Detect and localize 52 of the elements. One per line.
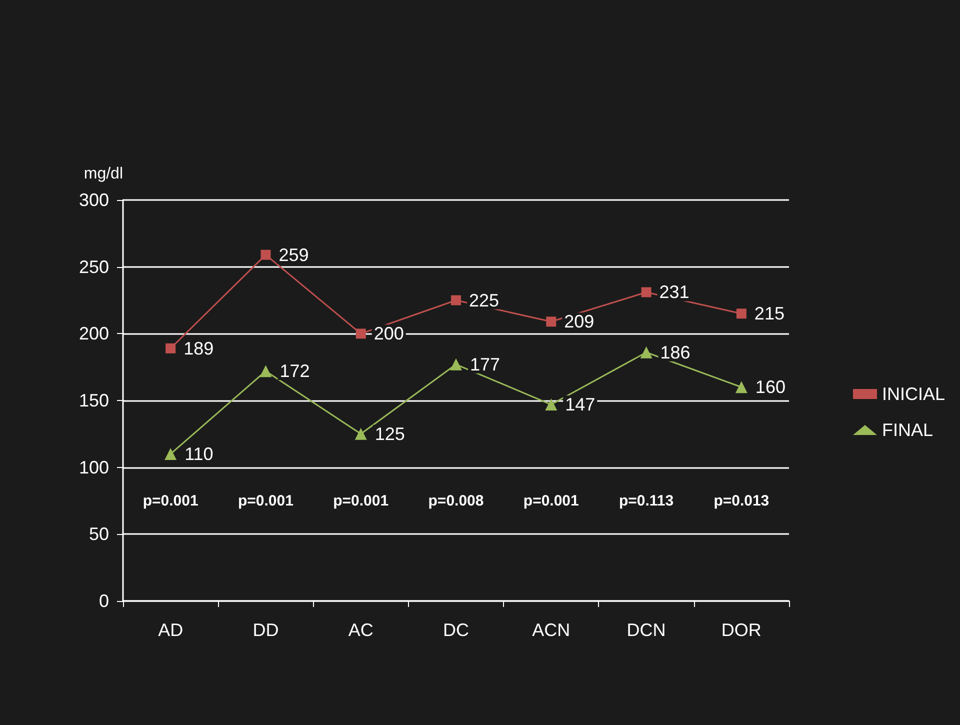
annotation: p=0.001 <box>142 492 198 510</box>
data-label: 225 <box>469 290 500 310</box>
y-axis-title: mg/dl <box>84 166 123 182</box>
annotation: p=0.001 <box>523 492 579 510</box>
annotation: p=0.013 <box>714 492 770 510</box>
legend-label: INICIAL <box>882 384 946 404</box>
point <box>356 328 366 339</box>
y-tick-label: 200 <box>78 324 109 344</box>
point <box>545 398 558 411</box>
y-tick-label: 300 <box>78 190 109 210</box>
data-label: 259 <box>278 244 309 265</box>
y-tick-label: 250 <box>78 256 109 277</box>
data-label: 110 <box>184 444 214 464</box>
point <box>260 365 272 378</box>
x-tick-label: DOR <box>721 620 762 640</box>
point <box>450 358 462 370</box>
point <box>166 343 176 354</box>
point <box>164 448 177 460</box>
data-label: 147 <box>565 394 596 415</box>
x-tick-label: DC <box>443 620 469 640</box>
y-tick-label: 0 <box>98 591 109 611</box>
data-label: 209 <box>564 312 594 332</box>
data-label: 186 <box>660 342 690 362</box>
x-tick-label: ACN <box>532 620 570 640</box>
x-tick-label: AD <box>158 620 184 640</box>
point <box>736 308 746 319</box>
data-label: 215 <box>754 304 784 324</box>
point <box>546 316 556 327</box>
point <box>260 250 271 260</box>
annotation: p=0.113 <box>618 492 674 510</box>
annotation: p=0.001 <box>238 492 294 510</box>
y-tick-label: 100 <box>78 457 109 478</box>
annotation: p=0.008 <box>428 492 484 510</box>
point <box>451 295 461 306</box>
annotation: p=0.001 <box>333 492 389 510</box>
point <box>354 428 367 440</box>
y-tick-label: 50 <box>88 524 109 544</box>
legend-label: FINAL <box>882 420 933 440</box>
data-label: 200 <box>374 324 404 344</box>
data-label: 160 <box>755 377 786 398</box>
data-label: 177 <box>470 354 500 374</box>
data-label: 231 <box>659 282 690 302</box>
data-label: 189 <box>184 338 214 358</box>
x-tick-label: DD <box>252 620 279 640</box>
point <box>641 287 652 298</box>
x-tick-label: DCN <box>626 620 666 640</box>
data-label: 172 <box>280 361 310 382</box>
point <box>735 381 748 394</box>
x-tick-label: AC <box>348 620 374 640</box>
y-tick-label: 150 <box>78 390 109 410</box>
data-label: 125 <box>374 424 405 444</box>
point <box>640 346 652 358</box>
